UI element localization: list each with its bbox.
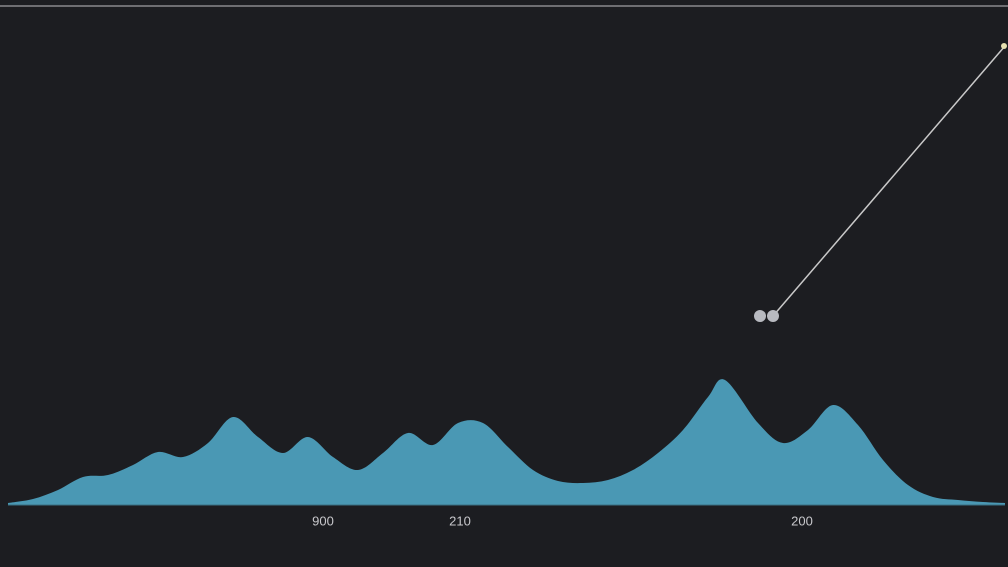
- x-tick-label: 210: [449, 513, 471, 528]
- annotation-line: [772, 45, 1006, 317]
- annotation-dot: [767, 310, 779, 322]
- area: [8, 379, 1005, 505]
- annotation-dot: [1001, 43, 1007, 49]
- annotation-dot: [754, 310, 766, 322]
- x-tick-label: 200: [791, 513, 813, 528]
- x-tick-label: 900: [312, 513, 334, 528]
